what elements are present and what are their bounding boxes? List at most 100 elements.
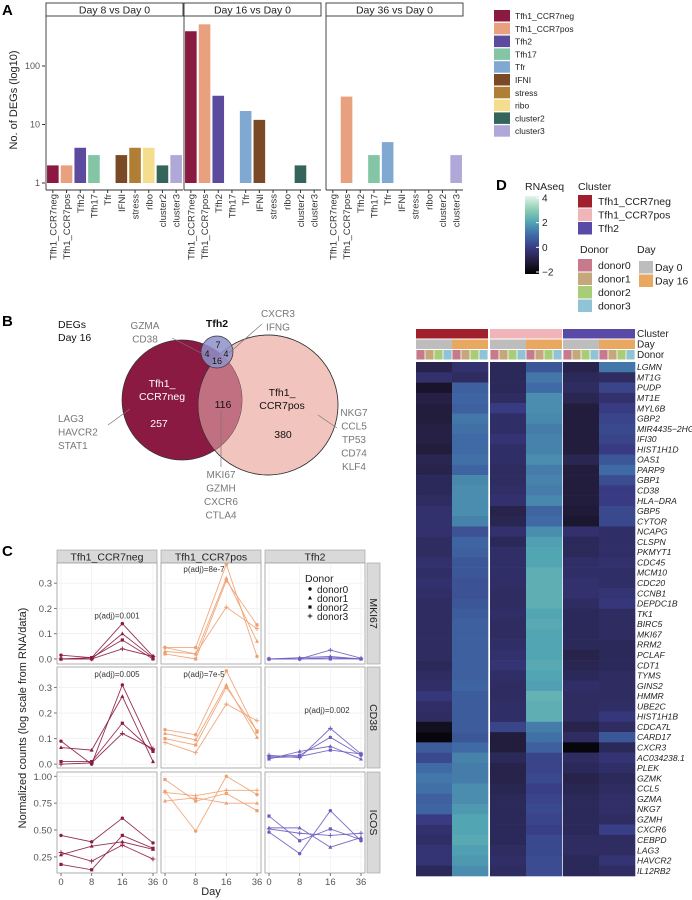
heatmap-cell	[617, 804, 627, 815]
heatmap-cell	[590, 526, 600, 538]
heatmap-cell	[452, 629, 462, 640]
heatmap-cell	[416, 382, 426, 394]
point-donor3	[89, 858, 94, 864]
heatmap-cell	[526, 649, 536, 661]
heatmap-cell	[599, 783, 609, 795]
heatmap-cell	[617, 660, 627, 671]
heatmap-cell	[434, 485, 444, 496]
heatmap-cell	[508, 732, 518, 743]
heatmap-cell	[443, 824, 453, 836]
gene-label: MYL6B	[637, 403, 665, 413]
heatmap-cell	[553, 382, 563, 394]
heatmap-cell	[563, 855, 573, 867]
heatmap-cell	[608, 690, 618, 702]
heatmap-cell	[535, 557, 545, 568]
annotation-day	[479, 339, 488, 349]
heatmap-cell	[425, 464, 435, 476]
annotation-day	[581, 339, 590, 349]
heatmap-cell	[499, 444, 509, 455]
heatmap-cell	[581, 855, 591, 867]
heatmap-cell	[479, 670, 489, 681]
heatmap-cell	[461, 804, 471, 815]
heatmap-cell	[508, 711, 518, 723]
heatmap-cell	[443, 362, 453, 373]
heatmap-cell	[608, 577, 618, 589]
heatmap-cell	[535, 516, 545, 527]
heatmap-cell	[599, 701, 609, 712]
heatmap-cell	[581, 485, 591, 496]
heatmap-cell	[581, 742, 591, 753]
point-donor2	[194, 743, 198, 747]
heatmap-cell	[590, 690, 600, 702]
heatmap-cell	[535, 403, 545, 414]
x-tick-label: ribo	[424, 194, 435, 210]
heatmap-cell	[626, 547, 636, 558]
heatmap-cell	[544, 526, 554, 538]
heatmap-cell	[572, 845, 582, 856]
heatmap-cell	[590, 701, 600, 712]
heatmap-cell	[479, 742, 489, 753]
heatmap-cell	[490, 814, 500, 825]
bar-Tfr	[381, 142, 394, 183]
heatmap-cell	[626, 773, 636, 784]
heatmap-cell	[535, 382, 545, 394]
heatmap-cell	[508, 690, 518, 702]
point-donor1	[120, 694, 125, 698]
heatmap-cell	[517, 660, 527, 671]
heatmap-cell	[526, 372, 536, 383]
heatmap-cell	[452, 547, 462, 558]
heatmap-cell	[443, 690, 453, 702]
point-donor2	[255, 809, 259, 813]
donor-legend-title: Donor	[580, 244, 609, 256]
heatmap-cell	[535, 485, 545, 496]
gene-label: GBP2	[637, 414, 660, 424]
point-donor2	[90, 868, 94, 872]
heatmap-cell	[563, 475, 573, 486]
heatmap-cell	[535, 629, 545, 640]
heatmap-cell	[508, 495, 518, 507]
heatmap-cell	[508, 742, 518, 753]
heatmap-cell	[544, 629, 554, 640]
heatmap-cell	[553, 516, 563, 527]
heatmap-cell	[416, 577, 426, 589]
heatmap-cell	[581, 495, 591, 507]
heatmap-cell	[416, 783, 426, 795]
heatmap-cell	[544, 649, 554, 661]
heatmap-cell	[499, 413, 509, 424]
heatmap-cell	[572, 855, 582, 867]
heatmap-cell	[590, 742, 600, 753]
heatmap-cell	[563, 711, 573, 723]
venn-label-tfh2: Tfh2	[206, 318, 228, 330]
heatmap-cell	[535, 454, 545, 466]
heatmap-cell	[517, 423, 527, 435]
annotation-day	[443, 339, 452, 349]
heatmap-cell	[416, 649, 426, 661]
cluster-legend-title: Cluster	[578, 181, 612, 193]
heatmap-cell	[526, 423, 536, 435]
heatmap-cell	[590, 536, 600, 548]
heatmap-cell	[572, 680, 582, 692]
heatmap-cell	[461, 773, 471, 784]
heatmap-cell	[535, 495, 545, 507]
point-donor2	[328, 748, 332, 752]
heatmap-cell	[599, 382, 609, 394]
heatmap-cell	[544, 824, 554, 836]
point-donor1	[151, 759, 155, 764]
heatmap-cell	[470, 814, 480, 825]
line-Tfh2-CD38-donor2	[268, 749, 362, 759]
heatmap-cell	[425, 711, 435, 723]
colorbar-title: RNAseq	[525, 181, 564, 193]
heatmap-cell	[443, 701, 453, 712]
heatmap-cell	[535, 649, 545, 661]
heatmap-cell	[416, 845, 426, 856]
x-tick-label: Tfh17	[89, 194, 100, 218]
heatmap-cell	[626, 526, 636, 538]
heatmap-cell	[517, 855, 527, 867]
heatmap-cell	[434, 382, 444, 394]
heatmap-cell	[508, 454, 518, 466]
donor-legend-swatch	[578, 299, 592, 312]
heatmap-cell	[434, 505, 444, 517]
heatmap-cell	[490, 690, 500, 702]
heatmap-cell	[599, 804, 609, 815]
